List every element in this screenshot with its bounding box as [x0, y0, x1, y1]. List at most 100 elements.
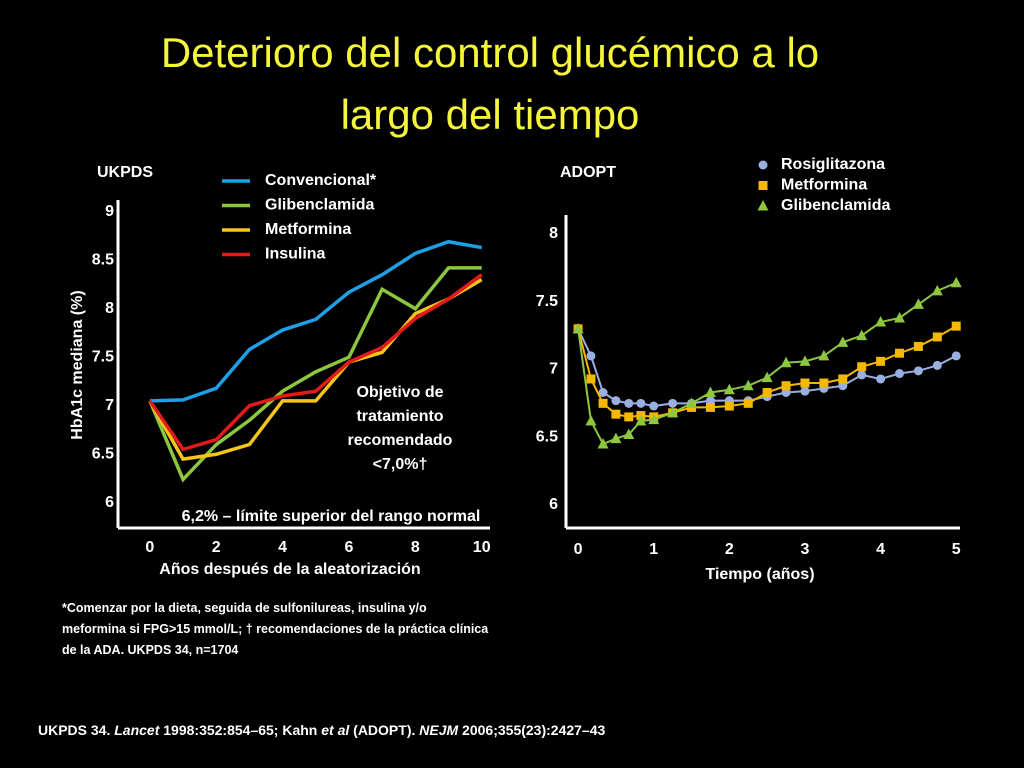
- y-axis-label: HbA1c mediana (%): [69, 290, 86, 439]
- legend-label: Glibenclamida: [265, 197, 374, 214]
- y-tick-label: 6.5: [536, 428, 558, 445]
- data-point: [705, 402, 715, 412]
- chart-title: ADOPT: [560, 164, 616, 181]
- reference: UKPDS 34. Lancet 1998:352:854–65; Kahn e…: [38, 722, 605, 738]
- legend-label: Convencional*: [265, 172, 377, 189]
- reference-part: 1998:352:854–65; Kahn: [159, 722, 322, 738]
- data-point: [912, 298, 924, 309]
- data-point: [781, 381, 791, 391]
- y-tick-label: 8.5: [92, 251, 114, 268]
- data-point: [705, 396, 715, 406]
- data-point: [951, 321, 961, 331]
- data-point: [895, 348, 905, 358]
- data-point: [894, 311, 906, 323]
- reference-part: UKPDS 34.: [38, 722, 115, 738]
- data-point: [624, 412, 634, 422]
- y-tick-label: 6: [105, 494, 114, 511]
- data-point: [838, 374, 848, 384]
- data-point: [648, 413, 660, 425]
- legend-label: Metformina: [265, 221, 351, 238]
- y-tick-label: 8: [549, 225, 558, 242]
- slide-title: Deterioro del control glucémico a lo lar…: [160, 29, 820, 138]
- legend-marker: [757, 200, 769, 211]
- data-point: [586, 374, 596, 384]
- data-point: [743, 398, 753, 408]
- reference-part: et al: [321, 722, 350, 738]
- data-point: [876, 356, 886, 366]
- x-tick-label: 0: [145, 539, 154, 556]
- series-line: [577, 281, 957, 446]
- data-point: [875, 316, 887, 327]
- legend-label: Glibenclamida: [781, 197, 890, 214]
- reference-part: (ADOPT).: [349, 722, 420, 738]
- chart-title: UKPDS: [97, 164, 153, 181]
- x-tick-label: 0: [574, 541, 583, 558]
- legend-label: Metformina: [781, 177, 867, 194]
- data-point: [649, 401, 659, 411]
- y-tick-label: 7: [105, 397, 114, 414]
- legend-label: Rosiglitazona: [781, 156, 885, 173]
- x-tick-label: 3: [801, 541, 810, 558]
- data-point: [800, 378, 810, 388]
- y-tick-label: 6: [549, 496, 558, 513]
- data-point: [895, 369, 905, 379]
- data-point: [837, 336, 849, 347]
- x-axis-label: Años después de la aleatorización: [159, 561, 420, 578]
- data-point: [704, 386, 716, 398]
- x-tick-label: 4: [876, 541, 885, 558]
- data-point: [597, 437, 609, 449]
- data-point: [761, 371, 773, 383]
- x-axis-label: Tiempo (años): [705, 566, 814, 583]
- y-tick-label: 7.5: [536, 293, 558, 310]
- legend-marker: [758, 160, 768, 170]
- legend-marker: [758, 181, 768, 190]
- data-point: [857, 370, 867, 380]
- data-point: [857, 362, 867, 372]
- data-point: [762, 388, 772, 398]
- annotation: recomendado: [348, 432, 453, 449]
- annotation: Objetivo de: [356, 384, 443, 401]
- x-tick-label: 5: [952, 541, 961, 558]
- x-tick-label: 8: [411, 539, 420, 556]
- y-tick-label: 6.5: [92, 445, 114, 462]
- data-point: [876, 374, 886, 384]
- x-tick-label: 2: [212, 539, 221, 556]
- data-point: [635, 414, 647, 426]
- series-line: [148, 273, 483, 452]
- annotation: <7,0%†: [373, 456, 428, 473]
- data-point: [932, 332, 942, 342]
- data-point: [623, 428, 635, 440]
- data-point: [780, 356, 792, 368]
- data-point: [931, 284, 943, 296]
- x-tick-label: 2: [725, 541, 734, 558]
- data-point: [611, 396, 621, 406]
- y-tick-label: 8: [105, 300, 114, 317]
- data-point: [585, 414, 597, 426]
- data-point: [818, 349, 830, 361]
- data-point: [856, 329, 868, 341]
- footnote: *Comenzar por la dieta, seguida de sulfo…: [62, 601, 489, 657]
- annotation: tratamiento: [356, 408, 443, 425]
- data-point: [598, 388, 608, 398]
- data-point: [951, 351, 961, 361]
- annotation: 6,2% – límite superior del rango normal: [182, 508, 481, 525]
- x-tick-label: 10: [473, 539, 491, 556]
- data-point: [781, 388, 791, 398]
- data-point: [668, 398, 678, 408]
- data-point: [950, 276, 962, 288]
- data-point: [800, 386, 810, 396]
- series-line: [149, 239, 483, 403]
- data-point: [586, 351, 596, 361]
- data-point: [611, 409, 621, 419]
- data-point: [624, 398, 634, 408]
- reference-part: Lancet: [114, 722, 160, 738]
- x-tick-label: 6: [345, 539, 354, 556]
- data-point: [667, 406, 679, 418]
- data-point: [598, 398, 608, 408]
- data-point: [913, 366, 923, 376]
- y-tick-label: 9: [105, 203, 114, 220]
- data-point: [723, 383, 735, 395]
- data-point: [636, 398, 646, 408]
